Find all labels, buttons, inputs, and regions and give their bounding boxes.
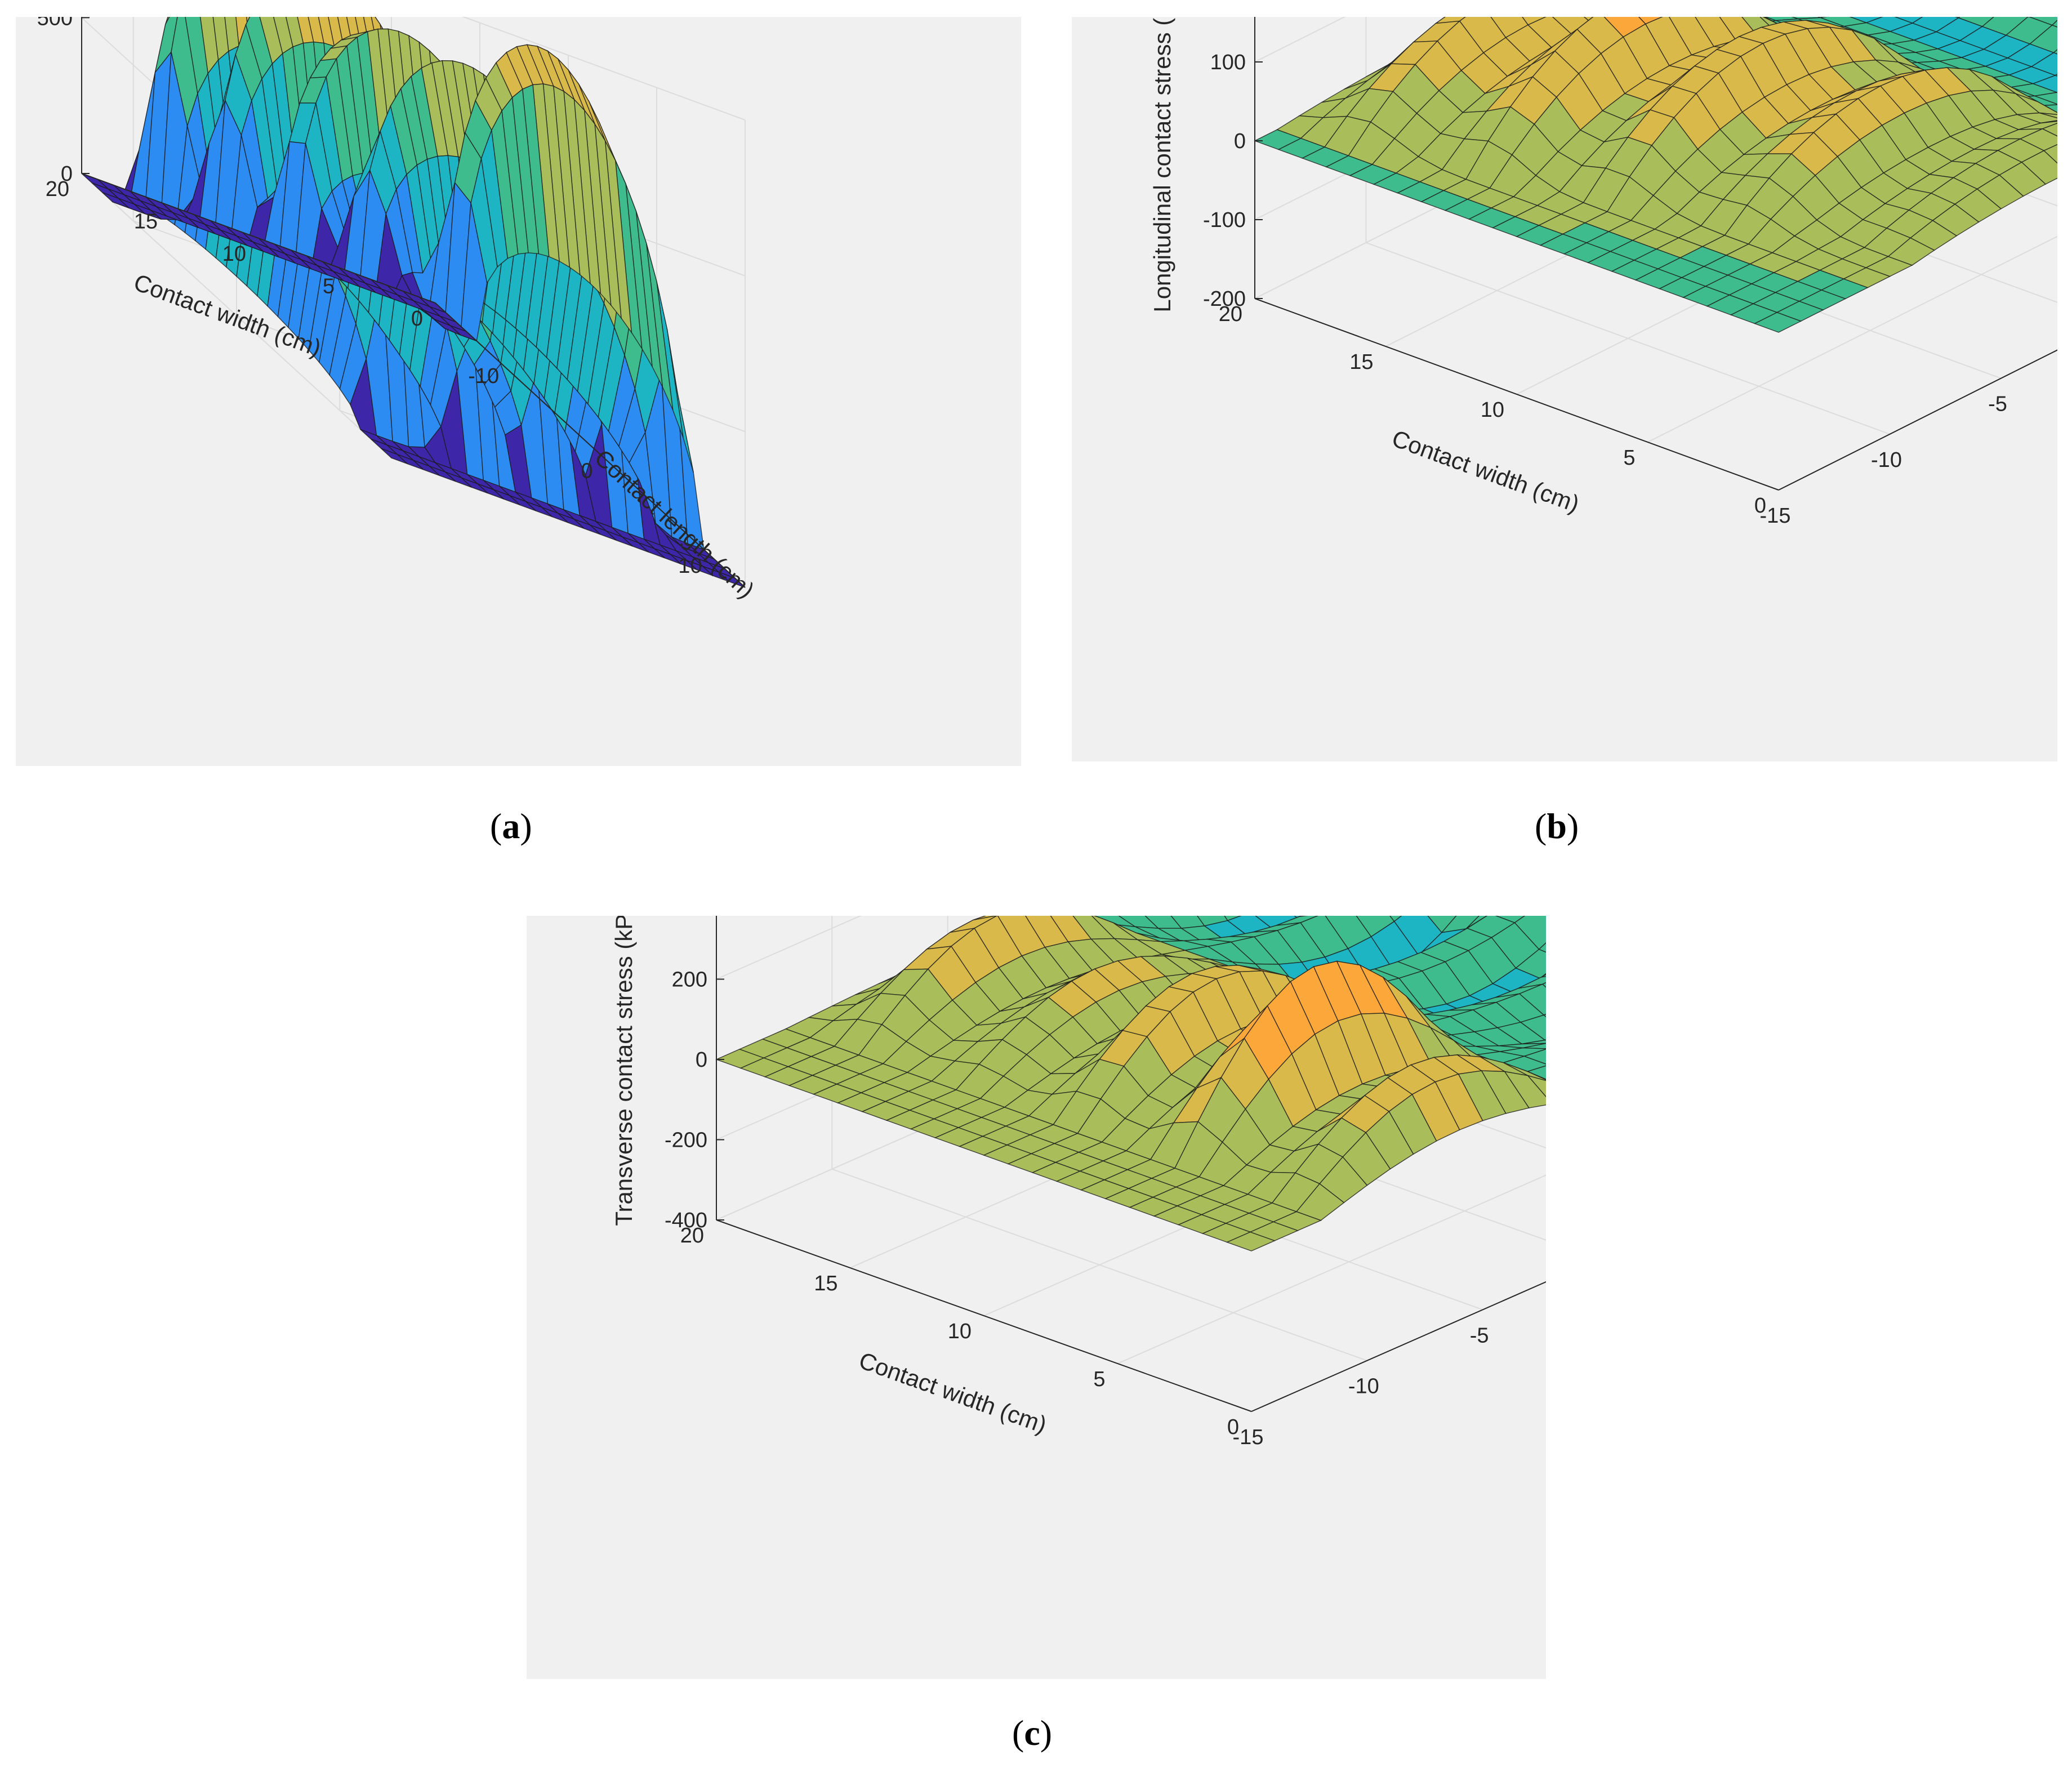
x-tick-label: -10 xyxy=(1871,448,1902,472)
x-tick-label: -5 xyxy=(1988,393,2007,416)
y-tick-label: 20 xyxy=(1219,302,1242,326)
y-tick-label: 5 xyxy=(1623,446,1635,470)
surface-b xyxy=(1254,17,2057,333)
y-tick-label: 15 xyxy=(814,1272,837,1295)
surface-plot-c: -400-200020040005101520-15-10-5051015Tra… xyxy=(611,916,1546,1449)
surface-plot-b: -200-100010020005101520-15-10-5051015Lon… xyxy=(1149,17,2057,528)
caption-b: (b) xyxy=(1535,806,1579,846)
caption-c: (c) xyxy=(1012,1713,1053,1753)
y-tick-label: 20 xyxy=(46,177,69,201)
y-tick-label: 15 xyxy=(1349,350,1373,374)
y-tick-label: 10 xyxy=(948,1320,972,1343)
y-tick-label: 5 xyxy=(323,275,335,299)
y-tick-label: 0 xyxy=(1754,494,1766,518)
z-tick-label: 500 xyxy=(37,17,73,30)
y-axis-a xyxy=(81,173,436,304)
z-axis-title: Transverse contact stress (kPa) xyxy=(611,916,637,1226)
z-tick-label: -200 xyxy=(665,1129,707,1152)
y-tick-label: 0 xyxy=(411,307,423,331)
x-tick-label: -5 xyxy=(1470,1324,1489,1347)
caption-a: (a) xyxy=(490,806,532,846)
surface-plot-a: 05001000150005101520-10010Vertical conta… xyxy=(37,17,760,603)
chart-panel-c: -400-200020040005101520-15-10-5051015Tra… xyxy=(527,916,1546,1679)
z-tick-label: 0 xyxy=(1234,130,1246,153)
x-tick-label: -15 xyxy=(1233,1426,1264,1449)
y-axis-b xyxy=(1254,298,1779,491)
z-tick-label: -200 xyxy=(1203,287,1246,311)
chart-panel-b: -200-100010020005101520-15-10-5051015Lon… xyxy=(1072,17,2057,761)
y-tick-label: 15 xyxy=(134,210,158,234)
y-tick-label: 10 xyxy=(1481,398,1504,422)
y-tick-label: 20 xyxy=(680,1224,704,1248)
y-axis-title: Contact width (cm) xyxy=(855,1347,1050,1438)
x-tick-label: 10 xyxy=(678,554,702,578)
x-tick-label: -15 xyxy=(1760,504,1791,528)
y-tick-label: 5 xyxy=(1093,1368,1105,1391)
x-axis-c xyxy=(1251,1281,1546,1412)
surface-a xyxy=(81,17,746,588)
z-tick-label: -400 xyxy=(665,1209,707,1232)
y-axis-title: Contact width (cm) xyxy=(1389,425,1583,517)
z-tick-label: -100 xyxy=(1203,208,1246,232)
x-axis-a xyxy=(435,302,746,588)
y-tick-label: 0 xyxy=(1227,1415,1239,1439)
x-tick-label: -10 xyxy=(468,364,499,388)
chart-panel-a: 05001000150005101520-10010Vertical conta… xyxy=(16,17,1021,766)
z-tick-label: 200 xyxy=(672,968,707,992)
x-tick-label: 0 xyxy=(581,460,592,483)
z-tick-label: 0 xyxy=(696,1048,707,1072)
y-tick-label: 10 xyxy=(222,242,246,266)
x-axis-b xyxy=(1778,349,2057,491)
x-tick-label: -10 xyxy=(1348,1375,1379,1399)
z-tick-label: 0 xyxy=(61,162,73,186)
z-axis-title: Longitudinal contact stress (kPa) xyxy=(1149,17,1175,313)
y-axis-c xyxy=(716,1219,1252,1412)
surface-c xyxy=(715,916,1546,1252)
z-tick-label: 100 xyxy=(1210,51,1246,74)
